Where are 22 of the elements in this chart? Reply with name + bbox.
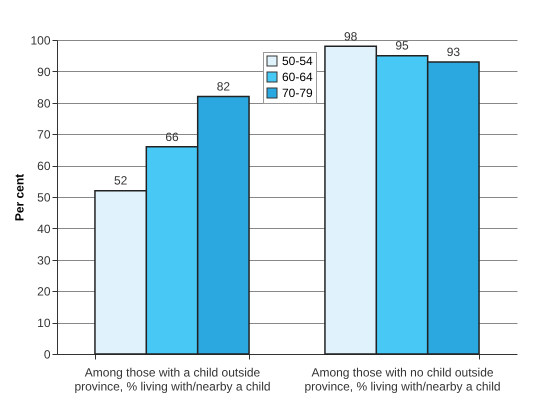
- data-label: 93: [446, 44, 460, 59]
- y-tick-label: 0: [44, 348, 51, 362]
- y-tick-label: 40: [37, 222, 51, 236]
- x-tick-label: Among those with no child outside province, % living with/nearby a child: [304, 366, 501, 394]
- y-tick-label: 10: [37, 316, 51, 330]
- y-tick-label: 60: [37, 159, 51, 174]
- y-axis-title: Per cent: [12, 174, 26, 222]
- y-tick-label: 80: [37, 96, 51, 110]
- y-tick-label: 90: [37, 64, 51, 79]
- x-tick-label: Among those with a child outside province, % living with/nearby a child: [74, 366, 271, 394]
- data-label: 95: [395, 38, 409, 53]
- data-label: 98: [344, 29, 358, 44]
- y-tick-label: 50: [37, 190, 51, 204]
- data-label: 82: [216, 80, 230, 94]
- y-tick-label: 100: [30, 34, 51, 48]
- legend-label: 50-54: [282, 54, 314, 68]
- data-label: 52: [114, 174, 128, 188]
- y-tick-label: 70: [37, 128, 51, 142]
- legend-label: 70-79: [282, 86, 314, 100]
- y-tick-label: 20: [37, 284, 51, 299]
- legend-label: 60-64: [282, 70, 314, 84]
- y-tick-label: 30: [37, 253, 51, 268]
